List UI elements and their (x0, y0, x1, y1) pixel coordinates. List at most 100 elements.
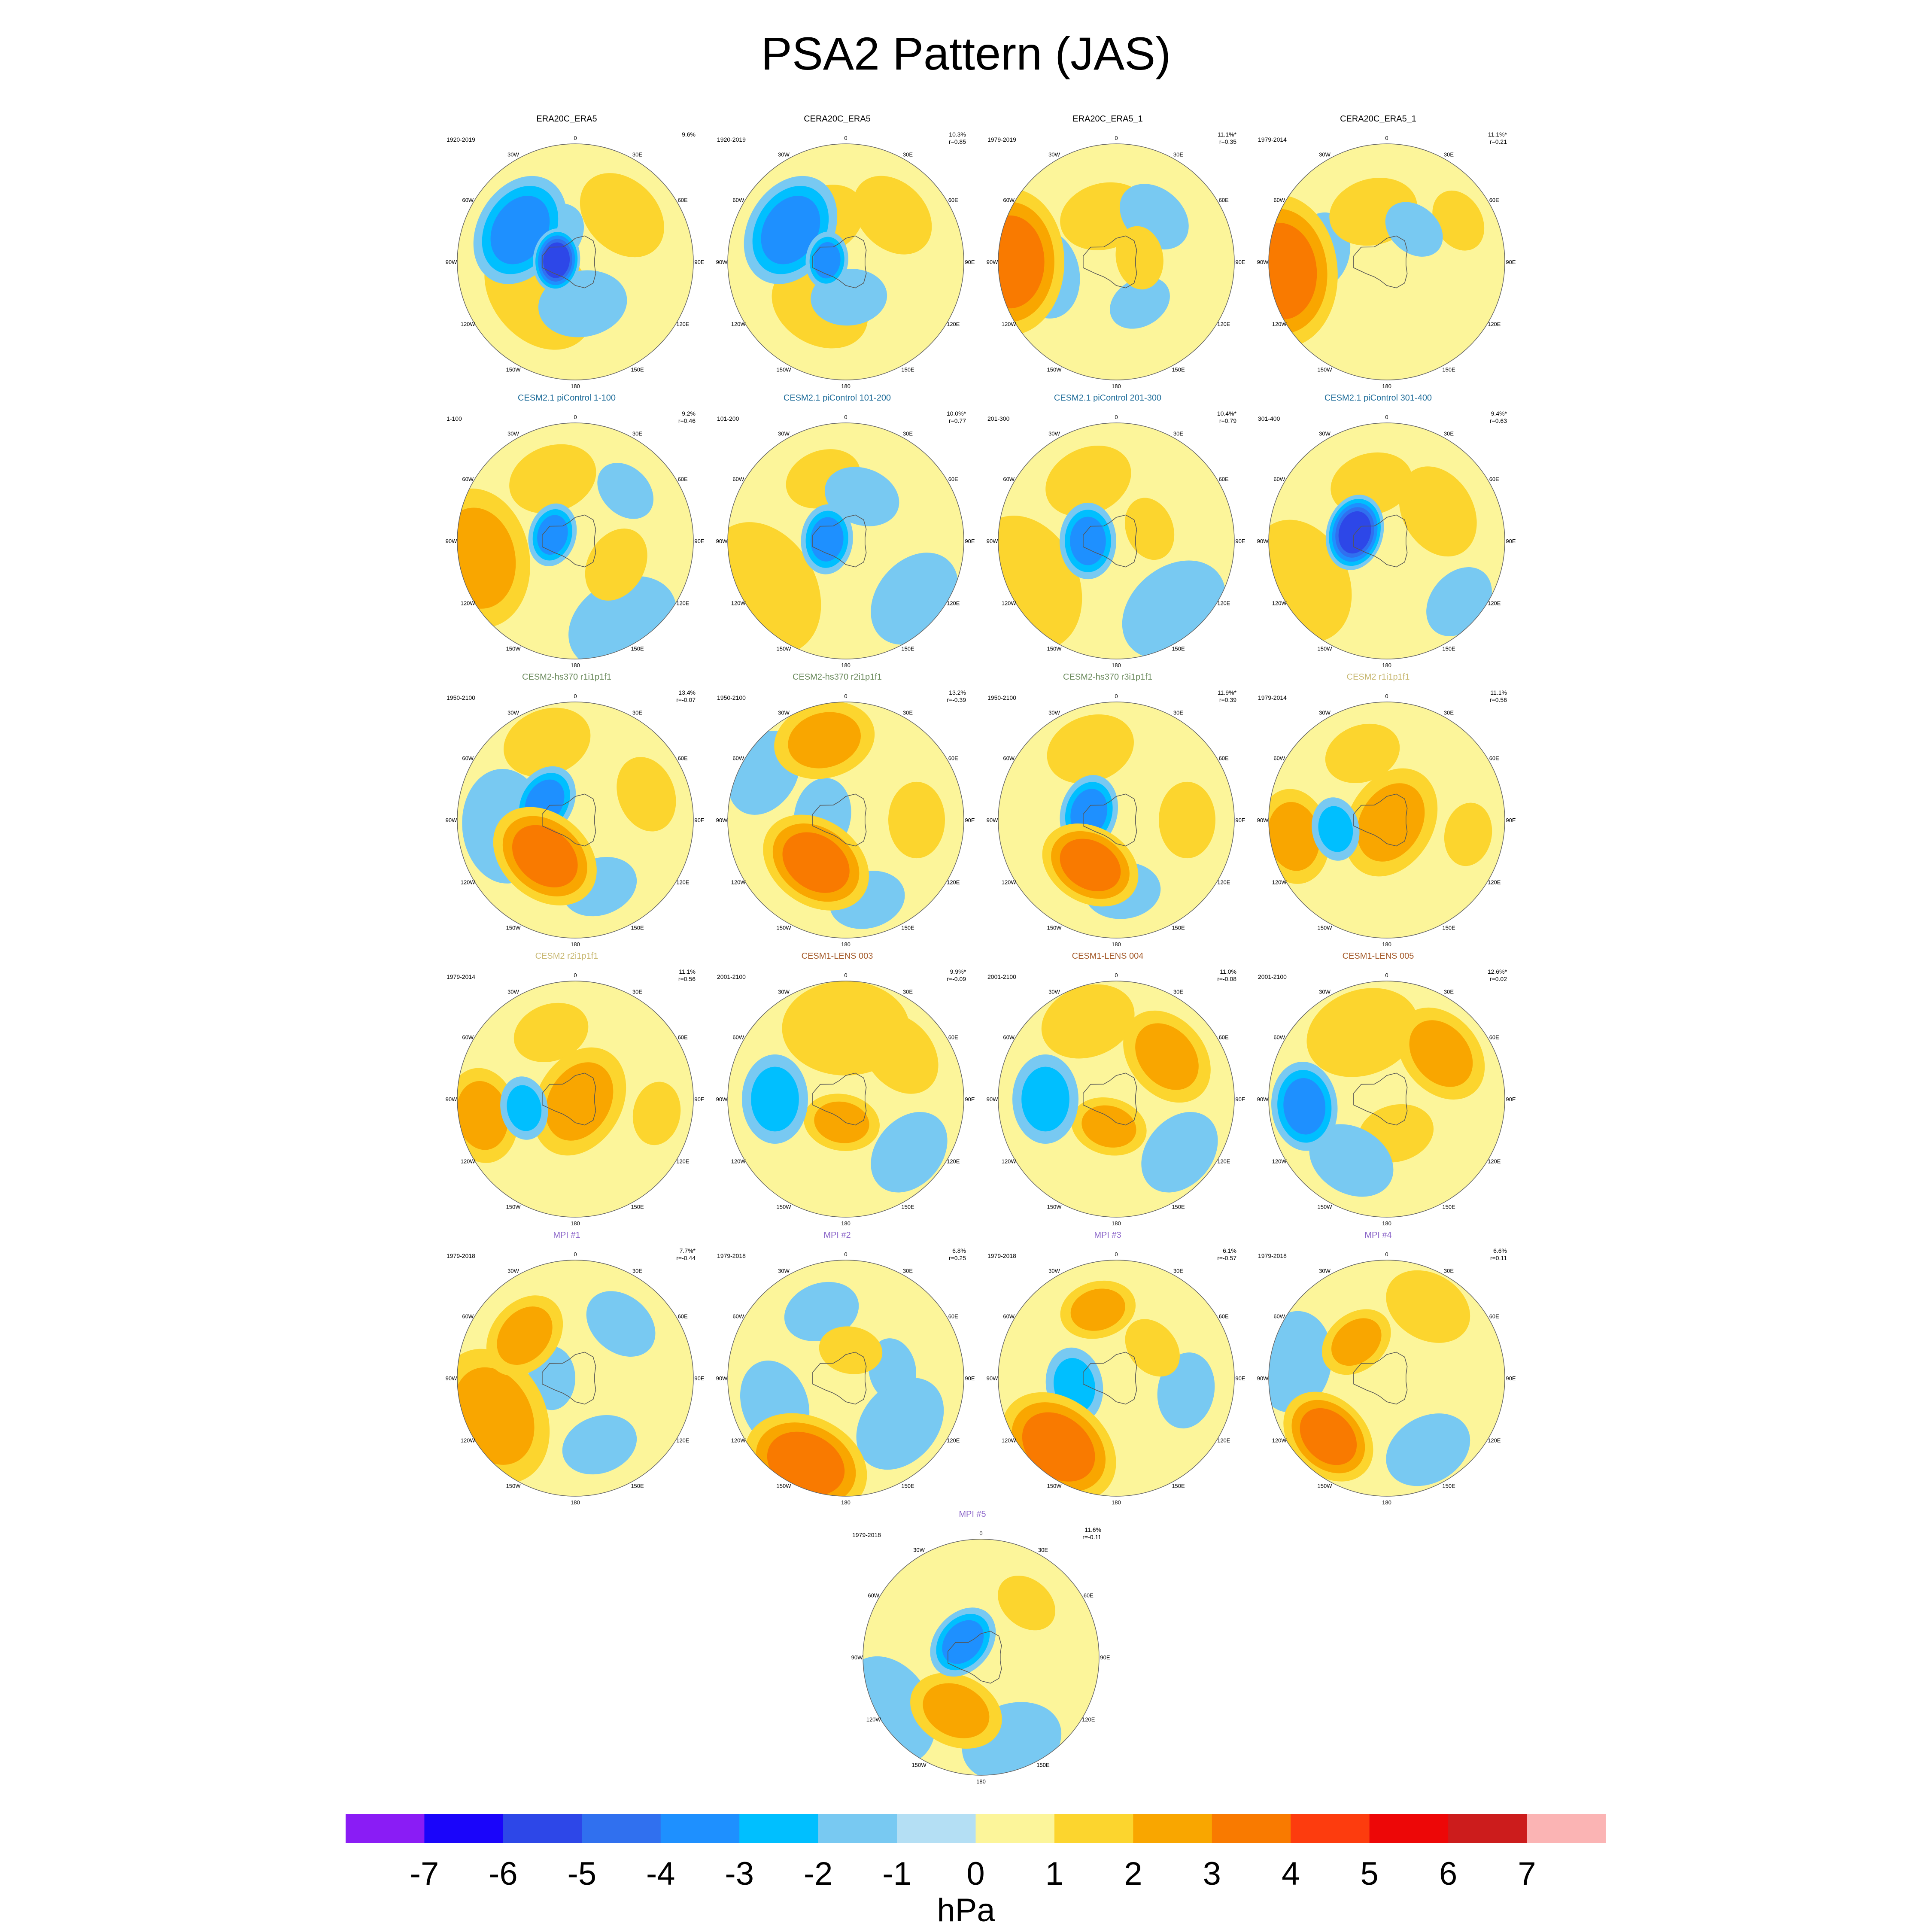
longitude-label: 30E (1444, 152, 1454, 158)
longitude-label: 120W (731, 600, 746, 607)
panel-variance: 13.2% (949, 689, 966, 696)
longitude-label: 150E (631, 366, 644, 373)
longitude-label: 120E (1217, 879, 1230, 886)
panel-correlation: r=-0.07 (676, 696, 696, 703)
map-boundary (457, 981, 694, 1218)
longitude-label: 60E (1489, 755, 1499, 762)
antarctica-outline (812, 793, 867, 847)
longitude-label: 120E (1488, 321, 1501, 328)
map-panel: CERA20C_ERA5_1 1979-2014 11.1%* r=0.21 0 30E 6… (1241, 114, 1516, 389)
map-panel: MPI #1 1979-2018 7.7%* r=-0.44 0 30E 60E 90E 120… (429, 1230, 705, 1506)
longitude-label: 180 (976, 1778, 986, 1785)
longitude-label: 60W (1003, 1313, 1015, 1320)
panel-title: CESM2-hs370 r3i1p1f1 (1063, 672, 1152, 682)
panel-stats: 11.0% r=-0.08 (1194, 968, 1236, 983)
longitude-label: 120W (731, 1437, 746, 1444)
longitude-label: 90E (965, 538, 975, 544)
panel-years: 1920-2019 (447, 136, 475, 143)
panel-correlation: r=0.77 (948, 417, 966, 424)
longitude-label: 180 (571, 383, 580, 389)
longitude-label: 60W (1273, 197, 1285, 204)
panel-correlation: r=0.63 (1489, 417, 1507, 424)
longitude-label: 0 (574, 693, 577, 699)
antarctica-outline (1353, 514, 1408, 568)
longitude-label: 90W (987, 1096, 998, 1103)
longitude-label: 150E (1442, 1482, 1455, 1489)
panel-years: 2001-2100 (1258, 973, 1287, 980)
longitude-label: 60E (678, 476, 688, 483)
polar-map: 0 30E 60E 90E 120E 150E 180 150W 120W 90W 60W 30W (1257, 414, 1516, 668)
panel-years: 301-400 (1258, 415, 1280, 422)
longitude-label: 150W (1047, 1203, 1062, 1210)
panel-stats: 9.9%* r=-0.09 (923, 968, 966, 983)
longitude-label: 0 (1385, 414, 1388, 420)
longitude-label: 0 (574, 1251, 577, 1258)
map-panel: MPI #2 1979-2018 6.8% r=0.25 0 30E 60E 90E 120E 1… (700, 1230, 975, 1506)
longitude-label: 60E (948, 476, 958, 483)
longitude-label: 0 (574, 972, 577, 978)
longitude-label: 0 (844, 693, 847, 699)
negative-anomaly (1385, 202, 1443, 257)
longitude-label: 120E (947, 1437, 960, 1444)
longitude-label: 120E (947, 321, 960, 328)
panel-variance: 9.2% (682, 410, 696, 417)
longitude-label: 60E (948, 197, 958, 204)
longitude-label: 30E (632, 152, 642, 158)
longitude-label: 30E (632, 710, 642, 716)
longitude-label: 0 (1385, 693, 1388, 699)
longitude-label: 0 (844, 135, 847, 141)
polar-map: 0 30E 60E 90E 120E 150E 180 150W 120W 90W 60W 30W (851, 1530, 1110, 1785)
panel-title: CESM2.1 piControl 101-200 (783, 393, 891, 403)
longitude-label: 30W (507, 431, 519, 437)
longitude-label: 90W (716, 817, 728, 823)
longitude-label: 180 (1382, 1220, 1391, 1227)
longitude-label: 30E (1038, 1547, 1048, 1553)
longitude-label: 150E (901, 924, 914, 931)
panel-correlation: r=-0.08 (1217, 975, 1236, 982)
longitude-label: 90E (694, 817, 704, 823)
positive-anomaly (1325, 723, 1400, 784)
longitude-label: 30E (903, 152, 913, 158)
panel-years: 1979-2014 (1258, 136, 1287, 143)
longitude-label: 60W (1273, 755, 1285, 762)
longitude-label: 30W (1048, 152, 1060, 158)
longitude-label: 90E (694, 1096, 704, 1103)
map-boundary (998, 702, 1235, 939)
panel-years: 1920-2019 (717, 136, 746, 143)
longitude-label: 120W (1272, 1437, 1287, 1444)
longitude-label: 180 (841, 662, 851, 668)
negative-anomaly (1338, 511, 1371, 554)
longitude-label: 150W (1318, 1482, 1333, 1489)
map-boundary (457, 143, 694, 380)
longitude-label: 120W (461, 321, 476, 328)
panel-stats: 11.1%* r=0.35 (1194, 131, 1236, 146)
longitude-label: 150W (777, 924, 792, 931)
longitude-label: 120W (461, 1437, 476, 1444)
longitude-label: 60E (678, 1034, 688, 1041)
panel-correlation: r=0.39 (1219, 696, 1236, 703)
map-boundary (1268, 143, 1505, 380)
longitude-label: 0 (1115, 972, 1118, 978)
colorbar-swatch (1448, 1814, 1528, 1843)
negative-anomaly (537, 515, 568, 555)
longitude-label: 180 (1382, 1499, 1391, 1506)
panel-variance: 10.0%* (946, 410, 966, 417)
positive-anomaly (1306, 988, 1419, 1077)
longitude-label: 30E (903, 710, 913, 716)
longitude-label: 120E (1082, 1716, 1095, 1723)
longitude-label: 90E (1506, 817, 1516, 823)
panel-variance: 11.1%* (1488, 131, 1507, 138)
antarctica-outline (948, 1631, 1002, 1684)
antarctica-outline (542, 793, 596, 847)
panel-variance: 12.6%* (1487, 968, 1507, 975)
longitude-label: 120E (676, 879, 690, 886)
longitude-label: 150E (1442, 366, 1455, 373)
negative-anomaly (507, 1085, 542, 1131)
longitude-label: 30W (778, 710, 790, 716)
longitude-label: 90W (1257, 1375, 1269, 1382)
panel-correlation: r=-0.11 (1082, 1534, 1101, 1540)
longitude-label: 150W (506, 924, 521, 931)
longitude-label: 60E (948, 1034, 958, 1041)
longitude-label: 150E (1172, 366, 1185, 373)
longitude-label: 60E (948, 1313, 958, 1320)
